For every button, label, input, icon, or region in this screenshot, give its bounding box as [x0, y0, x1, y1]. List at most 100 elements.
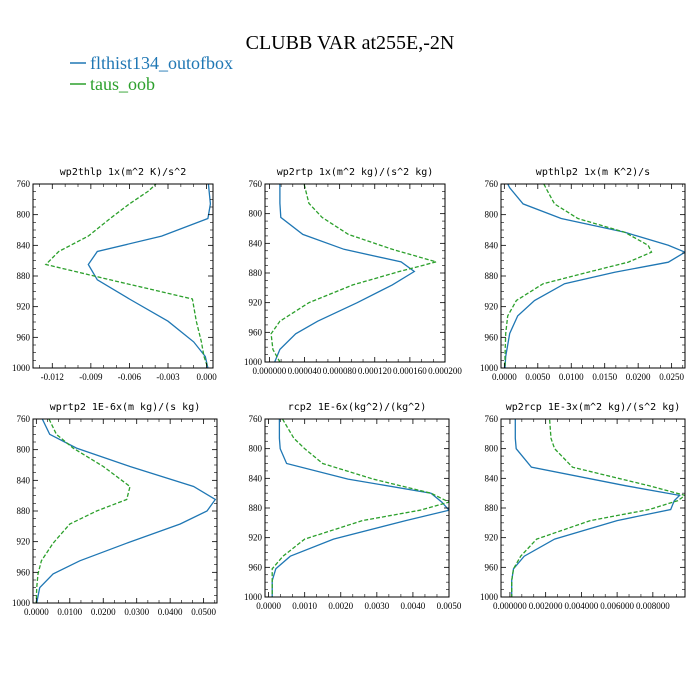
y-tick-label: 960 — [17, 332, 31, 342]
legend: flthist134_outofbox taus_oob — [70, 53, 233, 94]
x-tick-label: 0.002000 — [529, 601, 563, 611]
y-tick-label: 840 — [249, 238, 263, 248]
y-tick-label: 960 — [485, 332, 499, 342]
y-tick-label: 880 — [249, 268, 263, 278]
series-line-flthist134 — [274, 184, 416, 362]
x-tick-label: 0.0020 — [328, 601, 353, 611]
y-tick-label: 880 — [485, 271, 499, 281]
series-line-taus-oob — [511, 419, 685, 597]
y-tick-label: 960 — [17, 567, 31, 577]
panel-title: wpthlp2 1x(m K^2)/s — [536, 167, 650, 178]
y-tick-label: 920 — [249, 298, 263, 308]
plot-frame — [264, 418, 450, 598]
x-tick-label: 0.0050 — [437, 601, 462, 611]
y-tick-label: 840 — [17, 475, 31, 485]
panels-group: wp2thlp 1x(m^2 K)/s^2 760 800 840 880 920 960 1… — [12, 167, 686, 617]
y-tick-label: 840 — [485, 240, 499, 250]
x-tick-label: 0.0500 — [191, 607, 216, 617]
x-tick-label: 0.0040 — [401, 601, 426, 611]
y-tick-label: 880 — [17, 271, 31, 281]
x-tick-label: 0.0200 — [91, 607, 116, 617]
x-tick-label: 0.0250 — [659, 372, 684, 382]
x-tick-label: 0.0030 — [364, 601, 389, 611]
y-tick-label: 920 — [485, 533, 499, 543]
x-tick-label: -0.009 — [79, 372, 103, 382]
panel-4: wprtp2 1E-6x(m kg)/(s kg) 760 800 840 880 920… — [12, 402, 218, 617]
series-line-flthist134 — [504, 184, 685, 368]
y-tick-label: 1000 — [480, 592, 499, 602]
y-tick-label: 760 — [249, 179, 263, 189]
x-tick-label: -0.006 — [118, 372, 142, 382]
x-tick-label: -0.003 — [156, 372, 180, 382]
plot-frame — [32, 183, 214, 369]
x-tick-label: -0.012 — [41, 372, 64, 382]
series-line-taus-oob — [270, 184, 439, 362]
series-line-taus-oob — [271, 419, 449, 597]
y-tick-label: 760 — [485, 414, 499, 424]
y-tick-label: 880 — [17, 506, 31, 516]
x-tick-label: 0.0050 — [525, 372, 550, 382]
y-tick-label: 760 — [485, 179, 499, 189]
x-tick-label: 0.000000 — [253, 366, 287, 376]
y-tick-label: 960 — [249, 327, 263, 337]
x-tick-label: 0.006000 — [600, 601, 634, 611]
y-tick-label: 920 — [17, 302, 31, 312]
x-tick-label: 0.0150 — [592, 372, 617, 382]
x-tick-label: 0.004000 — [565, 601, 599, 611]
x-tick-label: 0.000120 — [358, 366, 392, 376]
series-line-flthist134 — [511, 419, 681, 597]
y-tick-label: 800 — [249, 209, 263, 219]
panel-1: wp2thlp 1x(m^2 K)/s^2 760 800 840 880 920 960 1… — [12, 167, 217, 382]
panel-title: rcp2 1E-6x(kg^2)/(kg^2) — [288, 402, 426, 413]
y-tick-label: 800 — [17, 210, 31, 220]
x-tick-label: 0.0200 — [626, 372, 651, 382]
x-tick-label: 0.0000 — [256, 601, 281, 611]
y-tick-label: 1000 — [244, 357, 263, 367]
y-tick-label: 1000 — [244, 592, 263, 602]
panel-6: wp2rcp 1E-3x(m^2 kg)/(s^2 kg) 760 800 840 88… — [480, 402, 686, 611]
plot-frame — [500, 183, 686, 369]
series-line-flthist134 — [271, 419, 449, 597]
x-tick-label: 0.0000 — [492, 372, 517, 382]
y-tick-label: 840 — [485, 473, 499, 483]
y-tick-label: 920 — [485, 302, 499, 312]
x-tick-label: 0.0400 — [158, 607, 183, 617]
x-tick-label: 0.000160 — [393, 366, 427, 376]
y-tick-label: 800 — [485, 444, 499, 454]
x-tick-label: 0.000040 — [288, 366, 322, 376]
x-tick-label: 0.000 — [196, 372, 217, 382]
y-tick-label: 800 — [17, 445, 31, 455]
x-tick-label: 0.000000 — [493, 601, 527, 611]
y-tick-label: 1000 — [12, 363, 31, 373]
y-tick-label: 1000 — [12, 598, 31, 608]
panel-3: wpthlp2 1x(m K^2)/s 760 800 840 880 920 960 100… — [480, 167, 686, 382]
y-tick-label: 760 — [17, 414, 31, 424]
panel-title: wprtp2 1E-6x(m kg)/(s kg) — [50, 402, 201, 413]
y-tick-label: 920 — [17, 537, 31, 547]
x-tick-label: 0.0000 — [24, 607, 49, 617]
panel-5: rcp2 1E-6x(kg^2)/(kg^2) 760 800 840 880 920 96… — [244, 402, 462, 611]
panel-title: wp2rcp 1E-3x(m^2 kg)/(s^2 kg) — [506, 402, 681, 413]
y-tick-label: 840 — [17, 240, 31, 250]
x-tick-label: 0.000080 — [323, 366, 357, 376]
y-tick-label: 1000 — [480, 363, 499, 373]
legend-label-taus-oob: taus_oob — [90, 74, 155, 94]
panel-title: wp2rtp 1x(m^2 kg)/(s^2 kg) — [277, 167, 434, 178]
panel-title: wp2thlp 1x(m^2 K)/s^2 — [60, 167, 186, 178]
plot-frame — [500, 418, 686, 598]
y-tick-label: 960 — [249, 562, 263, 572]
panel-2: wp2rtp 1x(m^2 kg)/(s^2 kg) 760 800 840 880 92… — [244, 167, 462, 376]
x-tick-label: 0.0010 — [292, 601, 317, 611]
y-tick-label: 760 — [249, 414, 263, 424]
y-tick-label: 920 — [249, 533, 263, 543]
x-tick-label: 0.0100 — [57, 607, 82, 617]
series-line-taus-oob — [44, 184, 209, 368]
y-tick-label: 840 — [249, 473, 263, 483]
plot-frame — [264, 183, 446, 363]
legend-label-flthist134: flthist134_outofbox — [90, 53, 233, 73]
x-tick-label: 0.0300 — [124, 607, 149, 617]
y-tick-label: 960 — [485, 562, 499, 572]
series-line-taus-oob — [504, 184, 653, 368]
x-tick-label: 0.000200 — [428, 366, 462, 376]
